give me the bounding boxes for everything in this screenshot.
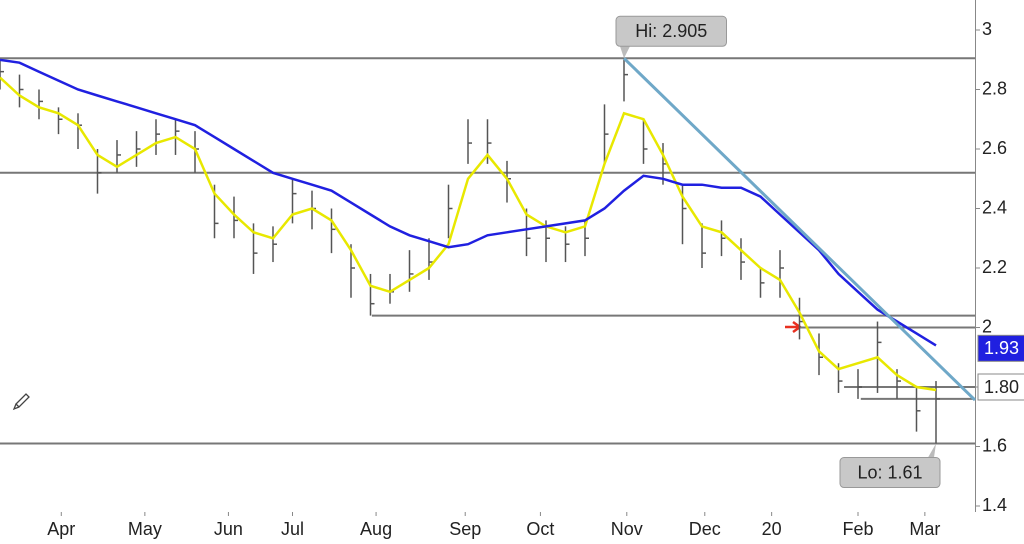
x-tick-label: Jul [281,519,304,539]
y-tick-label: 2.8 [982,78,1007,98]
annotation-pointer [928,443,936,458]
annotation-label: Lo: 1.61 [857,462,922,482]
x-tick-label: 20 [762,519,782,539]
x-tick-label: Aug [360,519,392,539]
marker-arrow [785,320,803,334]
price-badge-label: 1.93 [984,338,1019,358]
annotation-box [615,15,727,47]
price-badge [977,334,1024,362]
y-tick-label: 2.4 [982,197,1007,217]
x-tick-label: Sep [449,519,481,539]
y-tick-label: 1.6 [982,435,1007,455]
x-tick-label: May [128,519,162,539]
price-badge-label: 1.80 [984,377,1019,397]
y-tick-label: 2 [982,316,992,336]
x-tick-label: Jun [214,519,243,539]
x-tick-label: Dec [689,519,721,539]
annotation-label: Hi: 2.905 [635,21,707,41]
annotation-pointer [620,46,630,59]
moving-average [0,76,937,392]
x-tick-label: Feb [842,519,873,539]
trendline [622,57,977,402]
x-tick-label: Mar [909,519,940,539]
y-tick-label: 2.2 [982,257,1007,277]
x-tick-label: Nov [611,519,643,539]
y-tick-label: 1.4 [982,495,1007,515]
pencil-icon [12,393,30,411]
moving-average [0,58,937,347]
x-tick-label: Oct [526,519,554,539]
y-tick-label: 2.6 [982,138,1007,158]
x-tick-label: Apr [47,519,75,539]
y-tick-label: 3 [982,19,992,39]
annotation-box [839,457,941,489]
axis-line [975,0,976,512]
price-badge [977,373,1024,401]
